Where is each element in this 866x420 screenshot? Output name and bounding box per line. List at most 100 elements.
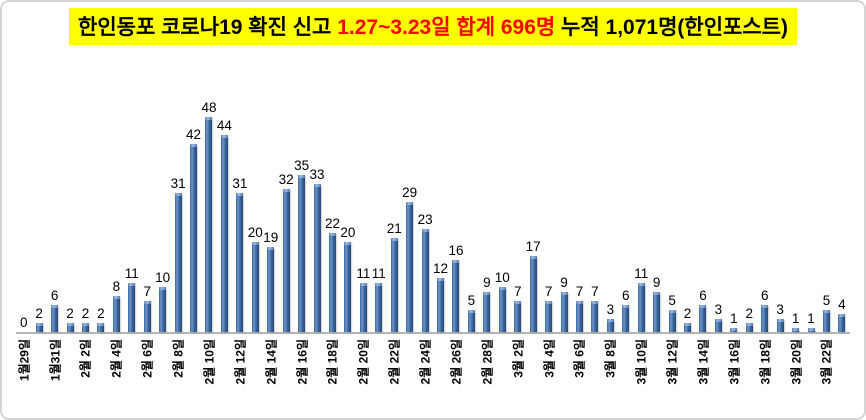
bar-slot: 6 — [757, 68, 772, 332]
x-tick-slot: 2월 16일 — [294, 336, 309, 418]
bar-value-label: 11 — [356, 266, 371, 281]
x-tick-label: 3월 10일 — [634, 339, 649, 385]
bar-slot: 19 — [263, 68, 278, 332]
bar-slot: 9 — [556, 68, 571, 332]
bar-value-label: 2 — [745, 306, 754, 321]
x-tick-slot: 2월 24일 — [417, 336, 433, 418]
bar — [560, 292, 568, 332]
x-tick-label: 3월 8일 — [603, 339, 618, 378]
x-tick-label: 2월 12일 — [233, 339, 248, 385]
bar — [128, 283, 136, 332]
x-tick-label: 2월 4일 — [109, 339, 124, 378]
bar — [344, 242, 352, 332]
bar — [251, 242, 259, 332]
title-part3: 누적 1,071명(한인포스트) — [555, 16, 788, 39]
bar-value-label: 7 — [143, 284, 151, 299]
bar-value-label: 1 — [807, 311, 815, 326]
bar-value-label: 6 — [760, 288, 769, 303]
bar — [220, 135, 228, 332]
bar-slot: 11 — [124, 68, 139, 332]
x-tick-label: 2월 28일 — [480, 339, 495, 385]
bar — [699, 305, 707, 332]
bar — [668, 310, 676, 332]
bar — [714, 319, 722, 332]
x-tick-slot — [772, 336, 787, 418]
bar — [437, 278, 445, 332]
bar-value-label: 11 — [371, 266, 386, 281]
bar-value-label: 2 — [35, 306, 43, 321]
bar-value-label: 5 — [668, 293, 676, 308]
bar-slot: 17 — [525, 68, 541, 332]
x-tick-slot — [433, 336, 448, 418]
bar-slot: 20 — [248, 68, 263, 332]
bar-value-label: 9 — [652, 275, 661, 290]
x-tick-label: 2월 26일 — [449, 339, 464, 385]
bar-value-label: 7 — [591, 284, 599, 299]
bar-slot: 2 — [78, 68, 93, 332]
bar-slot: 4 — [834, 68, 849, 332]
x-tick-slot — [248, 336, 263, 418]
bar-value-label: 21 — [386, 221, 402, 236]
bar-slot: 21 — [387, 68, 402, 332]
x-tick-slot — [93, 336, 108, 418]
x-tick-slot — [803, 336, 818, 418]
bar — [97, 323, 105, 332]
bar-value-label: 11 — [634, 266, 649, 281]
bar-value-label: 20 — [340, 225, 356, 240]
x-tick-label: 3월 18일 — [758, 339, 773, 385]
bar — [545, 301, 553, 332]
x-tick-slot — [649, 336, 664, 418]
bar-value-label: 3 — [606, 302, 615, 317]
bar — [406, 202, 414, 332]
bar — [761, 305, 769, 332]
x-tick-slot — [618, 336, 633, 418]
x-tick-slot — [711, 336, 726, 418]
bar-value-label: 44 — [216, 118, 232, 133]
bar-value-label: 9 — [483, 275, 491, 290]
bar-value-label: 1 — [791, 311, 800, 326]
x-tick-label: 3월 2일 — [511, 339, 526, 378]
x-tick-label: 2월 20일 — [356, 339, 371, 385]
bar — [359, 283, 367, 332]
x-tick-slot — [742, 336, 757, 418]
x-tick-slot: 2월 10일 — [201, 336, 216, 418]
chart-title: 한인동포 코로나19 확진 신고 1.27~3.23일 합계 696명 누적 1… — [69, 8, 797, 45]
x-tick-label: 3월 6일 — [572, 339, 587, 378]
x-tick-slot: 2월 20일 — [356, 336, 371, 418]
x-tick-label: 2월 6일 — [140, 339, 155, 378]
bar-value-label: 10 — [155, 270, 171, 285]
bar-value-label: 20 — [247, 225, 263, 240]
x-tick-label: 3월 22일 — [819, 339, 834, 385]
x-tick-slot — [62, 336, 77, 418]
x-tick-slot: 1월31일 — [47, 336, 62, 418]
bar — [575, 301, 583, 332]
bar — [792, 328, 800, 332]
x-axis: 1월29일 1월31일 2월 2일 2월 4일 2월 6일 2월 8일 2월 10일 2월 1… — [16, 336, 850, 418]
x-tick-slot: 3월 22일 — [819, 336, 834, 418]
bar-slot: 7 — [510, 68, 525, 332]
x-tick-slot — [495, 336, 510, 418]
x-tick-slot — [587, 336, 602, 418]
bar-slot: 3 — [603, 68, 618, 332]
bar-slot: 5 — [464, 68, 479, 332]
bar — [282, 189, 290, 332]
bar-value-label: 9 — [560, 275, 568, 290]
x-tick-slot — [834, 336, 849, 418]
bar — [375, 283, 383, 332]
bar-slot: 7 — [541, 68, 556, 332]
x-tick-slot: 2월 2일 — [78, 336, 93, 418]
x-tick-slot: 2월 18일 — [325, 336, 340, 418]
x-tick-slot: 1월29일 — [16, 336, 31, 418]
bar-slot: 2 — [62, 68, 77, 332]
x-tick-slot: 2월 6일 — [140, 336, 155, 418]
x-tick-label: 2월 18일 — [325, 339, 340, 385]
bar-slot: 6 — [618, 68, 633, 332]
x-tick-label: 1월29일 — [17, 339, 32, 382]
x-tick-slot: 3월 14일 — [695, 336, 710, 418]
bar — [807, 328, 815, 332]
bar-value-label: 6 — [50, 288, 59, 303]
bar-value-label: 16 — [448, 243, 464, 258]
bar-slot: 10 — [495, 68, 510, 332]
bar-slot: 11 — [634, 68, 649, 332]
bar-value-label: 7 — [575, 284, 584, 299]
